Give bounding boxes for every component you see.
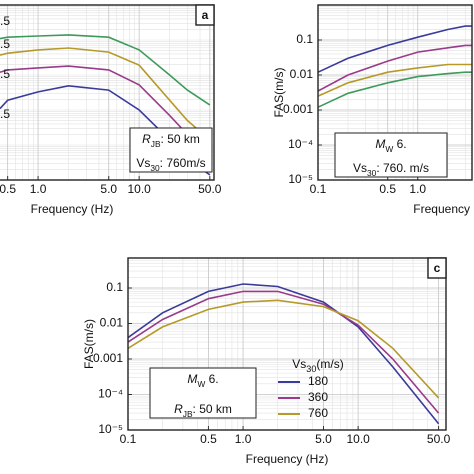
text-part: : 760. m/s xyxy=(376,161,429,175)
plot-frame xyxy=(317,4,473,181)
x-tick-label: 5.0 xyxy=(315,432,332,446)
panel-label-box xyxy=(195,4,215,26)
text-part: 6. xyxy=(393,137,406,151)
x-tick-label: 10.0 xyxy=(127,182,151,196)
text-part: R xyxy=(174,402,183,416)
text-part: 6. xyxy=(205,372,218,386)
annotation-box xyxy=(149,367,257,419)
text-part: 30 xyxy=(150,163,160,173)
x-axis-label: Frequency (Hz) xyxy=(246,452,329,466)
x-tick-label: 0.1 xyxy=(310,182,327,196)
curve-label: .5 xyxy=(0,67,10,81)
y-tick-label: 0.001 xyxy=(93,351,123,365)
annotation-box xyxy=(334,132,448,178)
rich-text: RJB: 50 km xyxy=(142,132,200,149)
text-part: W xyxy=(197,379,205,389)
x-tick-label: 10.0 xyxy=(346,432,370,446)
rich-text: Vs30(m/s) xyxy=(292,357,343,374)
text-part: Vs xyxy=(292,357,306,371)
text-part: Vs xyxy=(353,161,367,175)
y-tick-label: 0.1 xyxy=(106,280,123,294)
plot-frame xyxy=(0,4,215,181)
series-line xyxy=(318,44,472,92)
x-axis-label: Frequency (Hz) xyxy=(31,202,114,216)
curve-label: .5 xyxy=(0,37,10,51)
series-line xyxy=(128,290,440,414)
panel-label: c xyxy=(434,261,441,275)
series-line xyxy=(318,71,472,108)
legend-label: 360 xyxy=(308,390,328,404)
y-axis-label: FAS(m/s) xyxy=(272,67,286,117)
series-line xyxy=(128,283,440,425)
text-part: JB xyxy=(183,409,193,419)
text-part: 30 xyxy=(306,364,316,374)
text-part: : 50 km xyxy=(193,402,232,416)
text-part: (m/s) xyxy=(316,357,343,371)
series-line xyxy=(318,25,472,73)
x-tick-label: 0.1 xyxy=(120,432,137,446)
y-tick-label: 10⁻⁴ xyxy=(98,387,123,401)
y-tick-label: 0.01 xyxy=(100,316,124,330)
x-axis-label: Frequency xyxy=(413,202,470,216)
x-tick-label: 50.0 xyxy=(198,182,222,196)
y-tick-label: 10⁻⁵ xyxy=(288,172,313,186)
text-part: W xyxy=(385,144,393,154)
x-tick-label: 50.0 xyxy=(427,432,451,446)
rich-text: RJB: 50 km xyxy=(174,402,232,419)
text-part: R xyxy=(142,132,151,146)
panel-label-box xyxy=(427,257,447,279)
curve-label: .5 xyxy=(0,14,10,28)
text-part: M xyxy=(187,372,197,386)
text-part: Vs xyxy=(136,156,150,170)
annotation-box xyxy=(129,127,213,173)
series-line xyxy=(0,34,211,106)
y-tick-label: 0.001 xyxy=(283,102,313,116)
x-tick-label: 1.0 xyxy=(30,182,47,196)
rich-text: Vs30: 760. m/s xyxy=(353,161,429,178)
text-part: : 50 km xyxy=(161,132,200,146)
x-tick-label: 0.5 xyxy=(0,182,16,196)
x-tick-label: 0.5 xyxy=(200,432,217,446)
series-line xyxy=(128,299,440,399)
plot-frame xyxy=(127,257,447,431)
rich-text: MW 6. xyxy=(375,137,406,154)
legend-label: 180 xyxy=(308,374,328,388)
y-tick-label: 10⁻⁴ xyxy=(288,137,313,151)
y-axis-label: FAS(m/s) xyxy=(82,319,96,369)
rich-text: MW 6. xyxy=(187,372,218,389)
x-tick-label: 1.0 xyxy=(235,432,252,446)
y-tick-label: 10⁻⁵ xyxy=(98,422,123,436)
x-tick-label: 0.5 xyxy=(379,182,396,196)
panel-label: a xyxy=(202,8,209,22)
x-tick-label: 5.0 xyxy=(100,182,117,196)
text-part: M xyxy=(375,137,385,151)
series-line xyxy=(0,47,211,141)
legend-label: 760 xyxy=(308,406,328,420)
y-tick-label: 0.1 xyxy=(296,32,313,46)
text-part: JB xyxy=(151,139,161,149)
text-part: 30 xyxy=(367,168,377,178)
text-part: : 760m/s xyxy=(160,156,206,170)
curve-label: .5 xyxy=(0,107,10,121)
series-line xyxy=(318,63,472,97)
y-tick-label: 0.01 xyxy=(290,67,314,81)
rich-text: Vs30: 760m/s xyxy=(136,156,205,173)
x-tick-label: 1.0 xyxy=(409,182,426,196)
